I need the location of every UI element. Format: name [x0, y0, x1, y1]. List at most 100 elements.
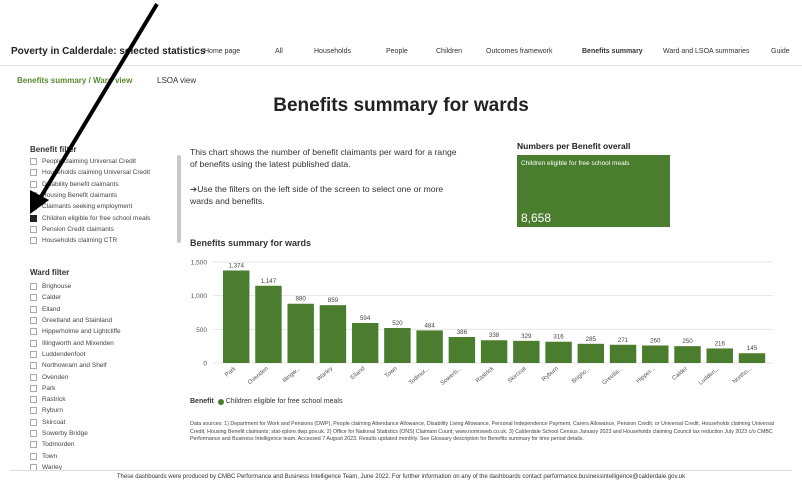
ward-filter-checkbox[interactable] [30, 407, 37, 415]
ward-filter-item[interactable]: Ovenden [30, 371, 121, 382]
ward-filter-heading: Ward filter [30, 268, 70, 277]
ward-filter-item[interactable]: Calder [30, 292, 121, 303]
ward-filter-item[interactable]: Rastrick [30, 394, 121, 405]
ward-filter-item[interactable]: Todmorden [30, 439, 121, 450]
ward-filter-item[interactable]: Luddendenfoot [30, 349, 121, 360]
ward-filter-checkbox[interactable] [30, 384, 37, 392]
subnav-ward-view[interactable]: Benefits summary / Ward view [17, 76, 133, 85]
ward-filter-item[interactable]: Hipperholme and Lightcliffe [30, 326, 121, 337]
chart-bar [513, 340, 540, 363]
chart-bar [416, 330, 443, 363]
ward-filter-checkbox[interactable] [30, 317, 37, 325]
chart-bar [609, 344, 637, 363]
benefit-filter-checkbox[interactable] [30, 180, 37, 188]
ward-filter-label: Northowram and Shelf [42, 362, 107, 370]
x-tick-label: Ryburn [541, 366, 560, 383]
nav-all[interactable]: All [275, 48, 283, 55]
data-label: 285 [586, 336, 597, 343]
benefit-filter-checkbox[interactable] [30, 225, 37, 233]
ward-filter-label: Park [42, 384, 56, 392]
ward-filter-item[interactable]: Sowerby Bridge [30, 428, 121, 439]
benefit-filter-item[interactable]: Children eligible for free school meals [30, 212, 150, 223]
ward-filter-checkbox[interactable] [30, 328, 37, 336]
ward-filter-item[interactable]: Town [30, 450, 121, 461]
ward-filter-checkbox[interactable] [30, 418, 37, 426]
ward-filter-checkbox[interactable] [30, 396, 37, 404]
data-label: 594 [360, 315, 371, 322]
ward-filter-item[interactable]: Brighouse [30, 281, 121, 292]
ward-filter-label: Elland [42, 305, 61, 313]
benefit-filter-heading: Benefit filter [30, 145, 77, 154]
ward-filter-item[interactable]: Ryburn [30, 405, 121, 416]
card-heading: Numbers per Benefit overall [517, 141, 631, 151]
benefit-filter-item[interactable]: Claimants seeking employment [30, 201, 150, 212]
chart-title: Benefits summary for wards [190, 238, 312, 248]
ward-filter-checkbox[interactable] [30, 362, 37, 370]
data-sources: Data sources: 1) Department for Work and… [190, 421, 775, 443]
ward-filter-item[interactable]: Skircoat [30, 417, 121, 428]
ward-filter-checkbox[interactable] [30, 441, 37, 449]
benefit-filter-scroll-thumb[interactable] [177, 155, 181, 243]
benefit-filter-checkbox[interactable] [30, 203, 37, 211]
ward-filter-item[interactable]: Northowram and Shelf [30, 360, 121, 371]
subnav-lsoa-view[interactable]: LSOA view [157, 76, 197, 85]
ward-filter-item[interactable]: Warley [30, 462, 121, 473]
benefit-filter-checkbox[interactable] [30, 169, 37, 177]
ward-filter-checkbox[interactable] [30, 339, 37, 347]
x-tick-label: Hipper... [636, 366, 657, 385]
chart-bar [448, 337, 476, 363]
ward-filter-item[interactable]: Illingworth and Mixenden [30, 337, 121, 348]
intro-paragraph: This chart shows the number of benefit c… [190, 147, 457, 169]
ward-filter-checkbox[interactable] [30, 452, 37, 460]
nav-people[interactable]: People [386, 48, 408, 55]
ward-filter-label: Ryburn [42, 407, 63, 415]
ward-filter-label: Warley [42, 463, 62, 471]
benefit-filter-item[interactable]: Disability benefit claimants [30, 179, 150, 190]
benefit-total-card: Children eligible for free school meals … [517, 155, 670, 227]
benefit-filter-list: People claiming Universal Credit Househol… [30, 156, 150, 246]
x-tick-label: Warley [316, 366, 334, 382]
benefit-filter-item[interactable]: Households claiming CTR [30, 235, 150, 246]
ward-filter-item[interactable]: Park [30, 383, 121, 394]
x-tick-label: Elland [350, 366, 367, 381]
nav-guide[interactable]: Guide [771, 48, 790, 55]
ward-filter-checkbox[interactable] [30, 283, 37, 291]
card-label: Children eligible for free school meals [521, 160, 630, 167]
data-label: 859 [328, 297, 339, 304]
nav-households[interactable]: Households [314, 48, 351, 55]
benefit-filter-checkbox[interactable] [30, 192, 37, 200]
nav-ward-lsoa-summaries[interactable]: Ward and LSOA summaries [663, 48, 750, 55]
nav-children[interactable]: Children [436, 48, 463, 55]
ward-filter-checkbox[interactable] [30, 305, 37, 313]
data-label: 880 [296, 296, 307, 303]
chart-bar [738, 353, 766, 363]
page-title: Benefits summary for wards [273, 95, 529, 116]
benefit-filter-item[interactable]: Housing Benefit claimants [30, 190, 150, 201]
data-label: 260 [650, 337, 661, 344]
ward-filter-checkbox[interactable] [30, 294, 37, 302]
benefit-filter-item[interactable]: People claiming Universal Credit [30, 156, 150, 167]
ward-filter-label: Rastrick [42, 396, 66, 404]
ward-filter-item[interactable]: Elland [30, 304, 121, 315]
nav-home-page[interactable]: Home page [204, 48, 241, 55]
x-tick-label: Rastrick [475, 365, 496, 384]
benefit-filter-checkbox[interactable] [30, 214, 37, 222]
legend-swatch [217, 398, 224, 405]
ward-filter-checkbox[interactable] [30, 350, 37, 358]
data-label: 145 [747, 345, 758, 352]
ward-filter-label: Ovenden [42, 373, 69, 381]
nav-benefits-summary[interactable]: Benefits summary [582, 48, 643, 55]
benefit-filter-checkbox[interactable] [30, 158, 37, 166]
legend-label[interactable]: Children eligible for free school meals [225, 398, 343, 405]
benefits-bar-chart: 0 500 1,000 1,500 1,374 Park 1,147 Ovenden 880 Il… [191, 260, 773, 387]
ward-filter-checkbox[interactable] [30, 373, 37, 381]
benefit-filter-checkbox[interactable] [30, 237, 37, 245]
ward-filter-label: Brighouse [42, 283, 72, 291]
chart-bar [351, 323, 379, 363]
ward-filter-checkbox[interactable] [30, 430, 37, 437]
chart-bar [480, 340, 508, 363]
benefit-filter-item[interactable]: Households claiming Universal Credit [30, 167, 150, 178]
nav-outcomes-framework[interactable]: Outcomes framework [486, 48, 553, 55]
ward-filter-item[interactable]: Greetland and Stainland [30, 315, 121, 326]
benefit-filter-item[interactable]: Pension Credit claimants [30, 224, 150, 235]
